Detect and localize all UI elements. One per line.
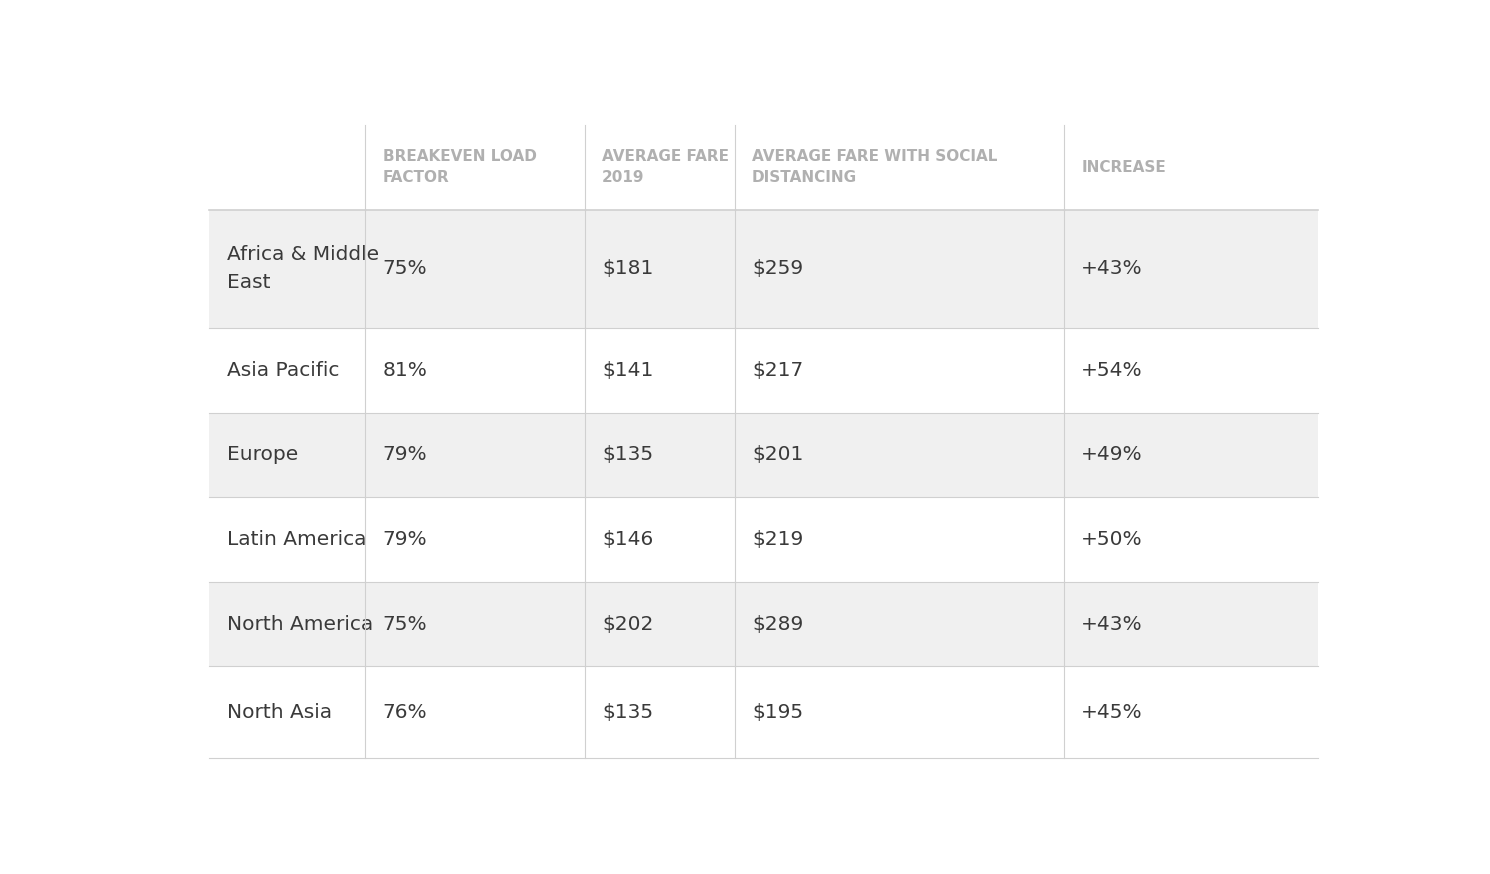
Bar [209, 497, 1317, 582]
Text: $141: $141 [602, 361, 653, 380]
Text: +43%: +43% [1082, 614, 1143, 634]
Bar [209, 666, 1317, 758]
Text: Latin America: Latin America [226, 530, 367, 549]
Bar [209, 125, 1317, 210]
Text: AVERAGE FARE
2019: AVERAGE FARE 2019 [602, 149, 729, 185]
Bar [209, 582, 1317, 666]
Text: +54%: +54% [1082, 361, 1143, 380]
Text: $135: $135 [602, 446, 653, 464]
Text: +43%: +43% [1082, 260, 1143, 278]
Text: Asia Pacific: Asia Pacific [226, 361, 340, 380]
Text: $289: $289 [752, 614, 803, 634]
Text: $201: $201 [752, 446, 803, 464]
Text: $202: $202 [602, 614, 653, 634]
Bar [209, 413, 1317, 497]
Text: INCREASE: INCREASE [1082, 160, 1167, 175]
Text: $217: $217 [752, 361, 803, 380]
Text: Africa & Middle
East: Africa & Middle East [226, 246, 378, 292]
Text: +45%: +45% [1082, 703, 1143, 722]
Text: $259: $259 [752, 260, 803, 278]
Text: North America: North America [226, 614, 372, 634]
Text: 75%: 75% [383, 260, 428, 278]
Bar [209, 328, 1317, 413]
Text: $195: $195 [752, 703, 803, 722]
Text: North Asia: North Asia [226, 703, 332, 722]
Text: +49%: +49% [1082, 446, 1143, 464]
Text: +50%: +50% [1082, 530, 1143, 549]
Bar [209, 210, 1317, 328]
Text: BREAKEVEN LOAD
FACTOR: BREAKEVEN LOAD FACTOR [383, 149, 536, 185]
Text: 75%: 75% [383, 614, 428, 634]
Text: AVERAGE FARE WITH SOCIAL
DISTANCING: AVERAGE FARE WITH SOCIAL DISTANCING [752, 149, 997, 185]
Text: 76%: 76% [383, 703, 428, 722]
Text: $135: $135 [602, 703, 653, 722]
Text: $146: $146 [602, 530, 653, 549]
Text: $181: $181 [602, 260, 653, 278]
Text: 81%: 81% [383, 361, 428, 380]
Text: Europe: Europe [226, 446, 298, 464]
Text: $219: $219 [752, 530, 803, 549]
Text: 79%: 79% [383, 446, 428, 464]
Text: 79%: 79% [383, 530, 428, 549]
